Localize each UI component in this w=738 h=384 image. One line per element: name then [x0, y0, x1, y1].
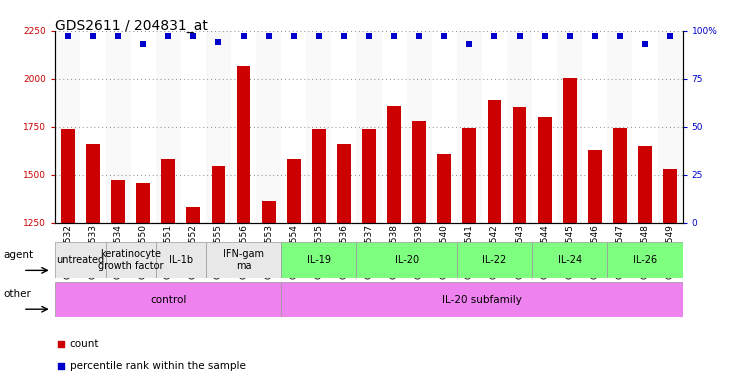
Text: percentile rank within the sample: percentile rank within the sample	[69, 361, 246, 371]
Bar	[61, 129, 75, 223]
Bar	[212, 166, 225, 223]
Point	[489, 33, 500, 40]
Bar	[658, 31, 683, 223]
Bar	[287, 159, 300, 223]
Text: GDS2611 / 204831_at: GDS2611 / 204831_at	[55, 19, 208, 33]
Point	[514, 33, 525, 40]
Point	[388, 33, 400, 40]
Text: count: count	[69, 339, 99, 349]
Point	[263, 33, 275, 40]
Text: untreated: untreated	[56, 255, 105, 265]
Bar	[507, 31, 532, 223]
Bar	[162, 159, 175, 223]
Bar	[457, 31, 482, 223]
Bar	[187, 207, 200, 223]
Text: agent: agent	[4, 250, 34, 260]
Point	[438, 33, 450, 40]
Point	[55, 341, 67, 347]
Bar	[557, 31, 582, 223]
Bar	[538, 117, 551, 223]
Bar	[55, 31, 80, 223]
Point	[313, 33, 325, 40]
Point	[614, 33, 626, 40]
Bar	[638, 146, 652, 223]
Text: keratinocyte
growth factor: keratinocyte growth factor	[98, 249, 163, 271]
Point	[62, 33, 74, 40]
Point	[564, 33, 576, 40]
Point	[213, 39, 224, 45]
Point	[238, 33, 249, 40]
Text: IL-24: IL-24	[558, 255, 582, 265]
Bar	[387, 106, 401, 223]
Bar	[463, 127, 476, 223]
Point	[363, 33, 375, 40]
Bar	[156, 242, 206, 278]
Point	[55, 363, 67, 369]
Text: IL-26: IL-26	[633, 255, 657, 265]
Point	[288, 33, 300, 40]
Bar	[106, 242, 156, 278]
Point	[539, 33, 551, 40]
Bar	[86, 144, 100, 223]
Bar	[663, 169, 677, 223]
Bar	[588, 150, 601, 223]
Bar	[413, 121, 426, 223]
Bar	[362, 129, 376, 223]
Bar	[256, 31, 281, 223]
Point	[589, 33, 601, 40]
Point	[639, 41, 651, 47]
Point	[413, 33, 425, 40]
Bar	[457, 242, 532, 278]
Point	[664, 33, 676, 40]
Bar	[111, 180, 125, 223]
Point	[112, 33, 124, 40]
Point	[137, 41, 149, 47]
Bar	[513, 107, 526, 223]
Text: control: control	[150, 295, 187, 305]
Bar	[156, 31, 181, 223]
Bar	[438, 154, 451, 223]
Bar	[407, 31, 432, 223]
Text: other: other	[4, 289, 32, 300]
Bar	[262, 200, 275, 223]
Bar	[281, 282, 683, 317]
Bar	[356, 31, 382, 223]
Text: IFN-gam
ma: IFN-gam ma	[223, 249, 264, 271]
Text: IL-20: IL-20	[395, 255, 418, 265]
Text: IL-1b: IL-1b	[169, 255, 193, 265]
Text: IL-19: IL-19	[307, 255, 331, 265]
Point	[338, 33, 350, 40]
Bar	[137, 184, 150, 223]
Bar	[356, 242, 457, 278]
Bar	[532, 242, 607, 278]
Text: IL-20 subfamily: IL-20 subfamily	[442, 295, 522, 305]
Point	[162, 33, 174, 40]
Bar	[237, 66, 250, 223]
Bar	[55, 282, 281, 317]
Bar	[563, 78, 576, 223]
Bar	[106, 31, 131, 223]
Bar	[607, 242, 683, 278]
Bar	[613, 127, 627, 223]
Point	[87, 33, 99, 40]
Bar	[337, 144, 351, 223]
Bar	[206, 242, 281, 278]
Bar	[206, 31, 231, 223]
Bar	[488, 100, 501, 223]
Bar	[281, 242, 356, 278]
Bar	[312, 129, 325, 223]
Point	[463, 41, 475, 47]
Text: IL-22: IL-22	[483, 255, 506, 265]
Bar	[55, 242, 106, 278]
Point	[187, 33, 199, 40]
Bar	[607, 31, 632, 223]
Bar	[306, 31, 331, 223]
